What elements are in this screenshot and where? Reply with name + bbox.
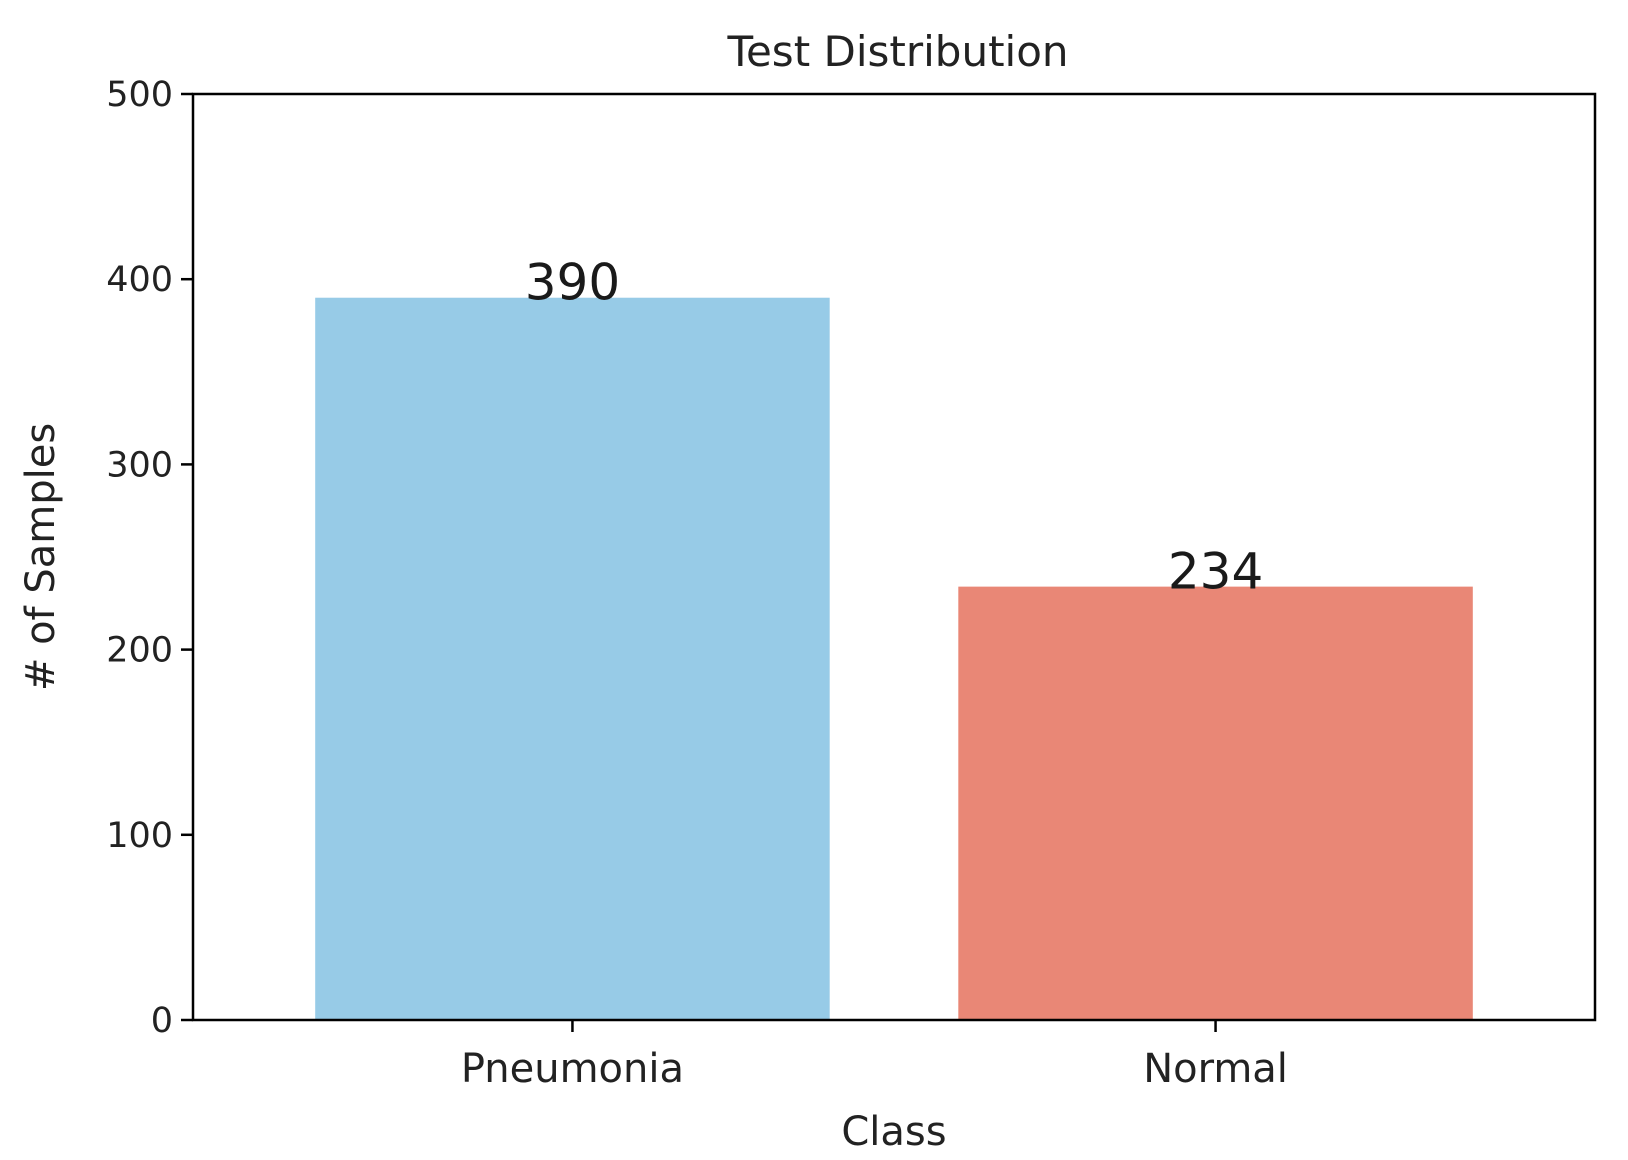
y-tick-label: 200: [106, 631, 173, 671]
data-label-normal: 234: [1168, 543, 1263, 601]
x-tick-label-pneumonia: Pneumonia: [461, 1046, 684, 1092]
bar-pneumonia: [315, 297, 830, 1021]
chart-title: Test Distribution: [726, 27, 1068, 76]
x-axis-label: Class: [841, 1109, 946, 1155]
x-tick-label-normal: Normal: [1143, 1046, 1288, 1092]
bar-normal: [958, 586, 1473, 1020]
y-tick-label: 500: [106, 75, 173, 115]
y-axis-label: # of Samples: [18, 423, 64, 691]
y-tick-label: 400: [106, 260, 173, 300]
y-tick-label: 0: [151, 1001, 173, 1041]
data-labels-group: 390 234: [525, 254, 1264, 601]
x-ticks-group: Pneumonia Normal: [461, 1020, 1288, 1092]
data-label-pneumonia: 390: [525, 254, 620, 312]
y-tick-label: 300: [106, 445, 173, 485]
plot-frame: [191, 92, 1597, 1022]
y-tick-label: 100: [106, 816, 173, 856]
y-ticks-group: 0 100 200 300 400 500: [106, 75, 193, 1041]
bars-group: [315, 297, 1473, 1021]
